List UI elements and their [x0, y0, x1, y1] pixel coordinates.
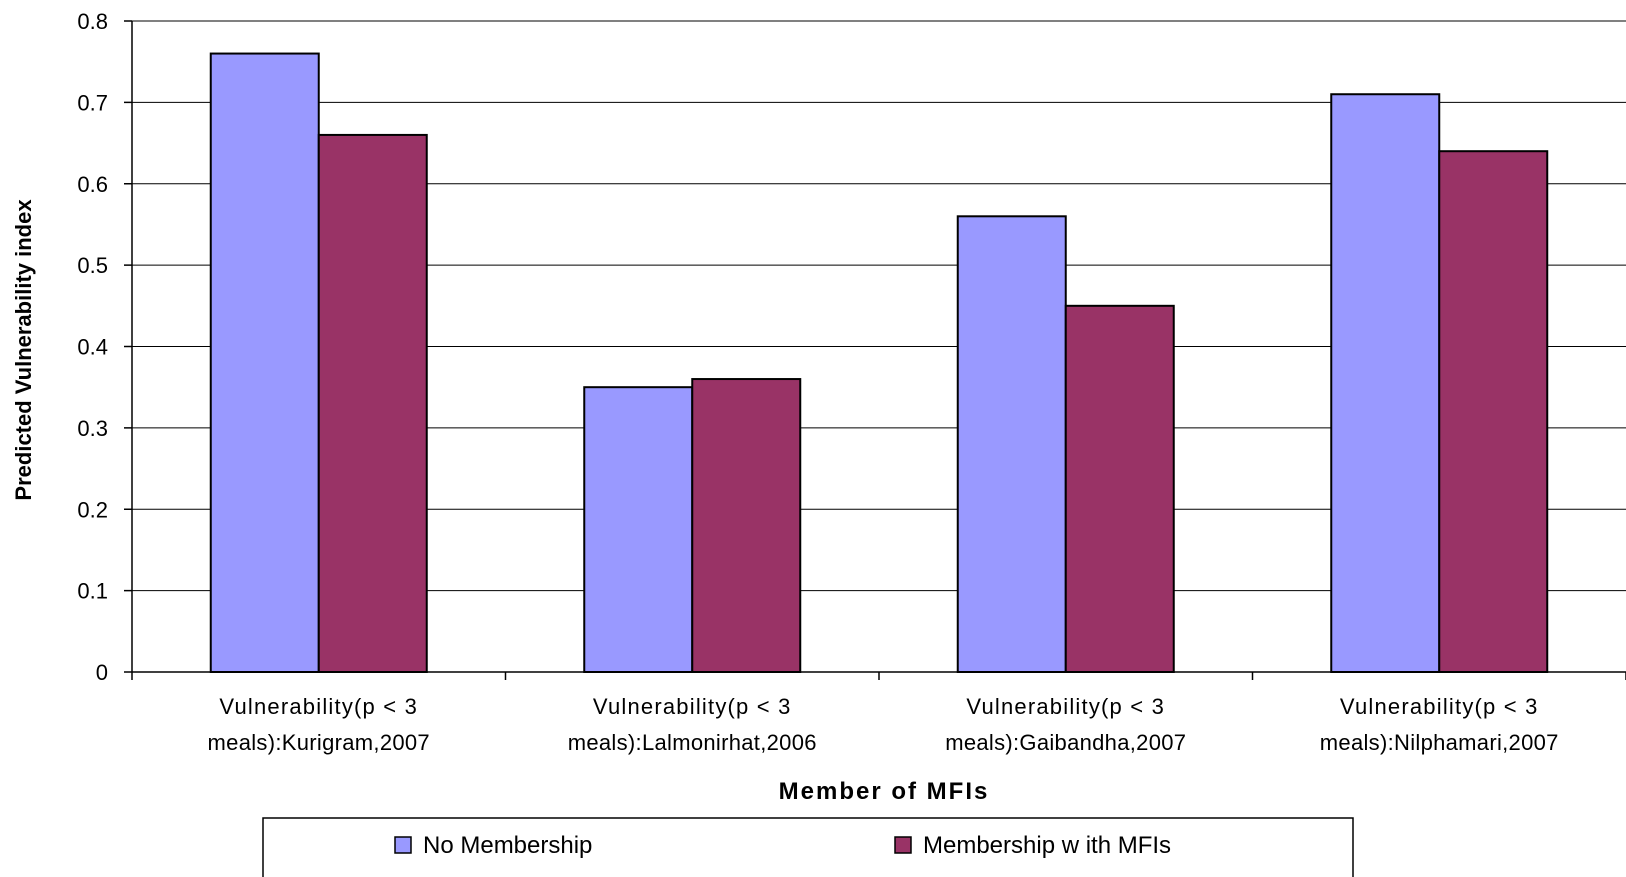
y-tick-label: 0.5	[77, 253, 108, 278]
y-axis-title: Predicted Vulnerability index	[11, 199, 36, 501]
bar-no-membership-0	[209, 52, 320, 674]
x-category-label: Vulnerability(p < 3	[593, 694, 792, 719]
bars	[209, 52, 1549, 674]
y-tick-labels: 0 0.1 0.2 0.3 0.4 0.5 0.6 0.7 0.8	[77, 9, 132, 685]
x-axis-title: Member of MFIs	[779, 778, 990, 805]
x-category-label: meals):Gaibandha,2007	[945, 730, 1186, 755]
legend: No Membership Membership w ith MFIs	[262, 817, 1354, 877]
y-tick-label: 0.6	[77, 172, 108, 197]
bar-membership-2	[1064, 304, 1175, 673]
legend-label-no-membership: No Membership	[423, 832, 592, 859]
x-category-labels: Vulnerability(p < 3 meals):Kurigram,2007 V…	[208, 694, 1559, 755]
bar-no-membership-2	[956, 215, 1067, 674]
bar-no-membership-3	[1330, 93, 1441, 674]
x-category-label: Vulnerability(p < 3	[966, 694, 1165, 719]
y-tick-label: 0.2	[77, 497, 108, 522]
y-tick-label: 0.4	[77, 335, 108, 360]
legend-label-membership: Membership w ith MFIs	[923, 832, 1171, 859]
legend-swatch-no-membership	[394, 836, 412, 854]
legend-swatch-membership	[894, 836, 912, 854]
x-category-label: Vulnerability(p < 3	[219, 694, 418, 719]
x-category-label: Vulnerability(p < 3	[1340, 694, 1539, 719]
bar-membership-1	[691, 378, 802, 673]
legend-box	[262, 817, 1354, 877]
y-tick-label: 0.3	[77, 416, 108, 441]
bar-no-membership-1	[583, 386, 694, 673]
y-tick-label: 0	[96, 660, 108, 685]
x-category-label: meals):Kurigram,2007	[208, 730, 430, 755]
x-category-label: meals):Nilphamari,2007	[1320, 730, 1559, 755]
x-category-label: meals):Lalmonirhat,2006	[568, 730, 817, 755]
bar-membership-3	[1438, 150, 1549, 673]
y-tick-label: 0.8	[77, 9, 108, 34]
y-tick-label: 0.1	[77, 579, 108, 604]
bar-membership-0	[317, 133, 428, 674]
y-tick-label: 0.7	[77, 90, 108, 115]
